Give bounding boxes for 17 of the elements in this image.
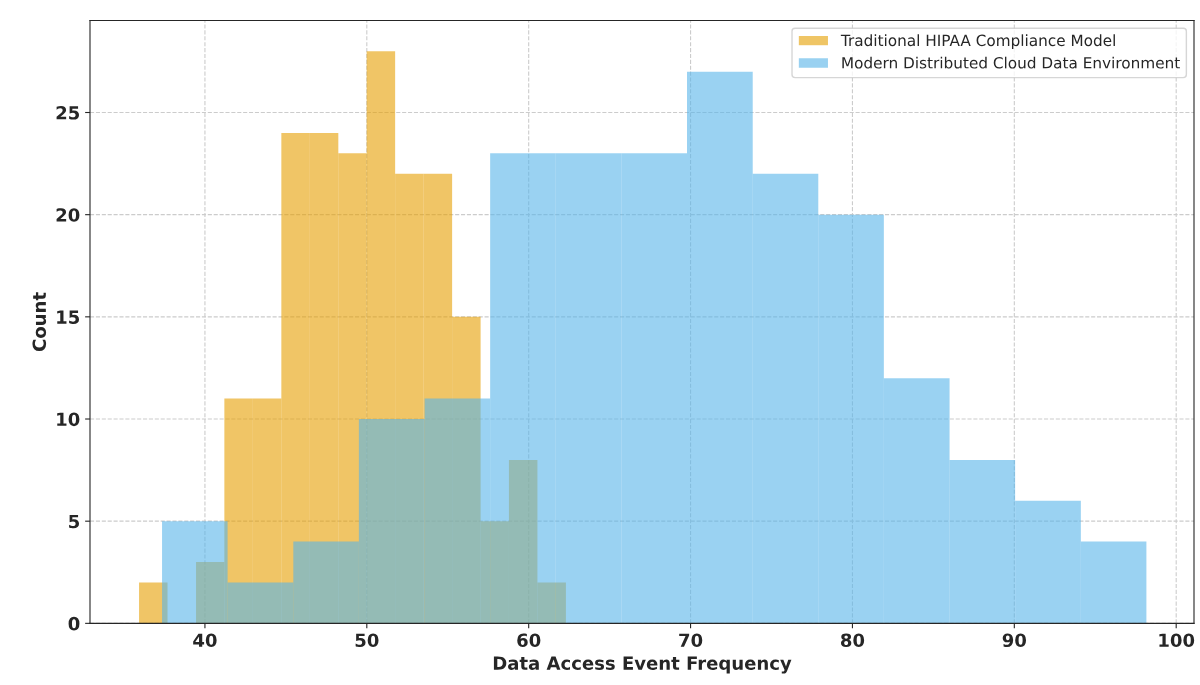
y-tick-label: 10 [57, 412, 80, 427]
x-tick-label: 50 [355, 633, 379, 648]
y-tick-label: 15 [57, 310, 80, 324]
legend-label: Modern Distributed Cloud Data Environment [842, 56, 1180, 69]
x-tick-label: 70 [679, 633, 703, 648]
x-tick-label: 80 [840, 633, 865, 648]
y-tick-label: 20 [56, 208, 80, 222]
x-tick-label: 60 [517, 633, 541, 648]
y-axis-title: Count [32, 292, 47, 352]
x-tick-label: 100 [1159, 633, 1195, 648]
y-tick-label: 25 [56, 105, 80, 120]
y-tick-label: 0 [68, 616, 80, 631]
x-axis-title: Data Access Event Frequency [493, 656, 792, 674]
legend-label: Traditional HIPAA Compliance Model [840, 34, 1115, 50]
x-tick-label: 40 [193, 633, 217, 648]
y-tick-label: 5 [69, 514, 80, 529]
x-tick-label: 90 [1002, 633, 1027, 648]
